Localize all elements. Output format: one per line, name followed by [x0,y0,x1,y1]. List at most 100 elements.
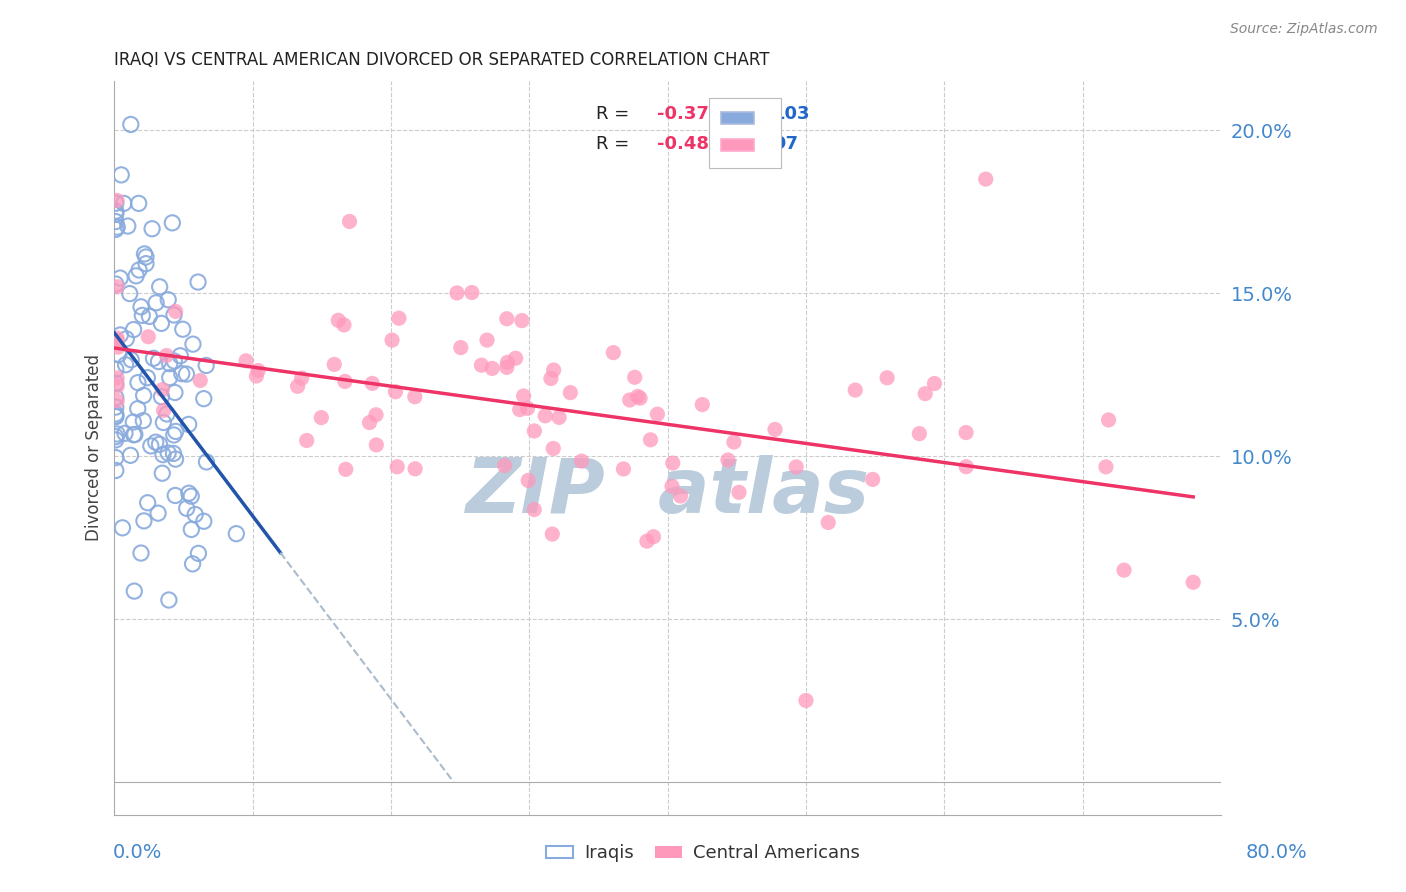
Point [104,362,127,376]
Point [181,337,204,351]
Point [152,403,174,417]
Point [541,527,564,541]
Point [104,433,127,447]
Point [165,304,187,318]
Text: N =: N = [711,105,763,123]
Point [763,422,786,436]
Point [335,462,357,476]
Point [876,371,898,385]
Point [132,388,155,402]
Point [517,474,540,488]
Point [817,516,839,530]
Point [470,358,492,372]
Point [404,390,426,404]
Point [461,285,484,300]
Point [117,219,139,233]
Point [287,379,309,393]
Point [132,514,155,528]
Point [177,486,200,500]
Y-axis label: Divorced or Separated: Divorced or Separated [86,354,103,541]
Point [135,250,157,264]
Point [862,472,884,486]
Point [495,360,517,375]
Text: R =: R = [596,135,634,153]
Point [481,361,503,376]
Point [516,401,538,416]
Point [359,416,381,430]
Point [388,311,411,326]
Point [602,345,624,359]
Point [163,385,186,400]
Point [129,300,152,314]
Point [112,196,135,211]
Point [163,428,186,442]
Point [134,247,156,261]
Text: IRAQI VS CENTRAL AMERICAN DIVORCED OR SEPARATED CORRELATION CHART: IRAQI VS CENTRAL AMERICAN DIVORCED OR SE… [114,51,770,69]
Point [104,450,127,465]
Point [104,409,127,423]
Point [333,375,356,389]
Point [110,168,132,182]
Point [1095,459,1118,474]
Point [104,207,127,221]
Point [115,332,138,346]
Point [131,309,153,323]
Text: ZIP  atlas: ZIP atlas [465,455,870,529]
Point [114,358,136,372]
Point [505,351,527,366]
Point [165,488,187,502]
Point [150,390,173,404]
Point [129,546,152,560]
Point [543,363,565,377]
Point [323,358,346,372]
Point [152,416,174,430]
Point [152,383,174,397]
Point [105,427,128,442]
Point [643,530,665,544]
Point [105,220,128,235]
Legend: Iraqis, Central Americans: Iraqis, Central Americans [538,838,868,870]
Point [295,434,318,448]
Point [188,374,211,388]
Point [1112,563,1135,577]
Point [105,194,128,208]
Point [105,379,128,393]
Point [512,389,534,403]
Point [141,221,163,235]
Point [728,485,751,500]
Point [794,693,817,707]
Point [120,352,142,367]
Point [571,454,593,468]
Point [446,285,468,300]
Point [169,349,191,363]
Text: Source: ZipAtlas.com: Source: ZipAtlas.com [1230,22,1378,37]
Point [127,401,149,416]
Point [291,371,314,385]
Text: 103: 103 [773,105,810,123]
Point [157,593,180,607]
Point [723,435,745,450]
Point [235,353,257,368]
Point [623,370,645,384]
Point [105,371,128,385]
Point [152,448,174,462]
Point [661,479,683,493]
Point [669,489,692,503]
Point [381,333,404,347]
Point [647,407,669,421]
Point [785,459,807,474]
Point [955,425,977,440]
Point [162,446,184,460]
Point [908,426,931,441]
Point [149,280,172,294]
Point [108,271,131,285]
Point [104,430,127,444]
Point [172,322,194,336]
Point [132,414,155,428]
Point [163,308,186,322]
Point [104,196,127,211]
Point [628,391,651,405]
Point [496,355,519,369]
Point [148,354,170,368]
Point [193,514,215,528]
